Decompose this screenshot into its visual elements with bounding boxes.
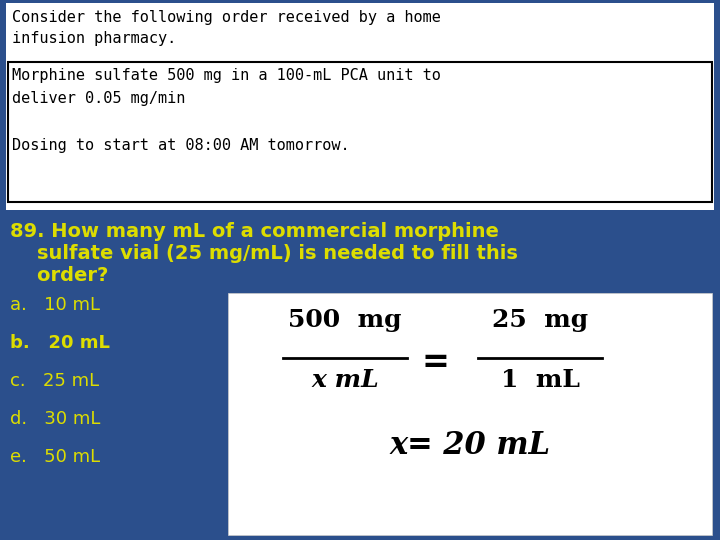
Text: d.   30 mL: d. 30 mL: [10, 410, 100, 428]
FancyBboxPatch shape: [228, 293, 712, 535]
Text: a.   10 mL: a. 10 mL: [10, 296, 100, 314]
Text: =: =: [421, 346, 449, 379]
Text: x= 20 mL: x= 20 mL: [390, 430, 551, 461]
Text: 500  mg: 500 mg: [288, 308, 402, 332]
Text: e.   50 mL: e. 50 mL: [10, 448, 100, 466]
Text: x mL: x mL: [311, 368, 379, 392]
Text: Morphine sulfate 500 mg in a 100-mL PCA unit to
deliver 0.05 mg/min

Dosing to s: Morphine sulfate 500 mg in a 100-mL PCA …: [12, 68, 441, 153]
Text: Consider the following order received by a home
infusion pharmacy.: Consider the following order received by…: [12, 10, 441, 46]
Text: b.   20 mL: b. 20 mL: [10, 334, 110, 352]
Text: order?: order?: [10, 266, 109, 285]
Text: 89. How many mL of a commercial morphine: 89. How many mL of a commercial morphine: [10, 222, 499, 241]
Text: c.   25 mL: c. 25 mL: [10, 372, 99, 390]
FancyBboxPatch shape: [6, 3, 714, 210]
Text: 1  mL: 1 mL: [500, 368, 580, 392]
Text: sulfate vial (25 mg/mL) is needed to fill this: sulfate vial (25 mg/mL) is needed to fil…: [10, 244, 518, 263]
Text: 25  mg: 25 mg: [492, 308, 588, 332]
FancyBboxPatch shape: [8, 62, 712, 202]
